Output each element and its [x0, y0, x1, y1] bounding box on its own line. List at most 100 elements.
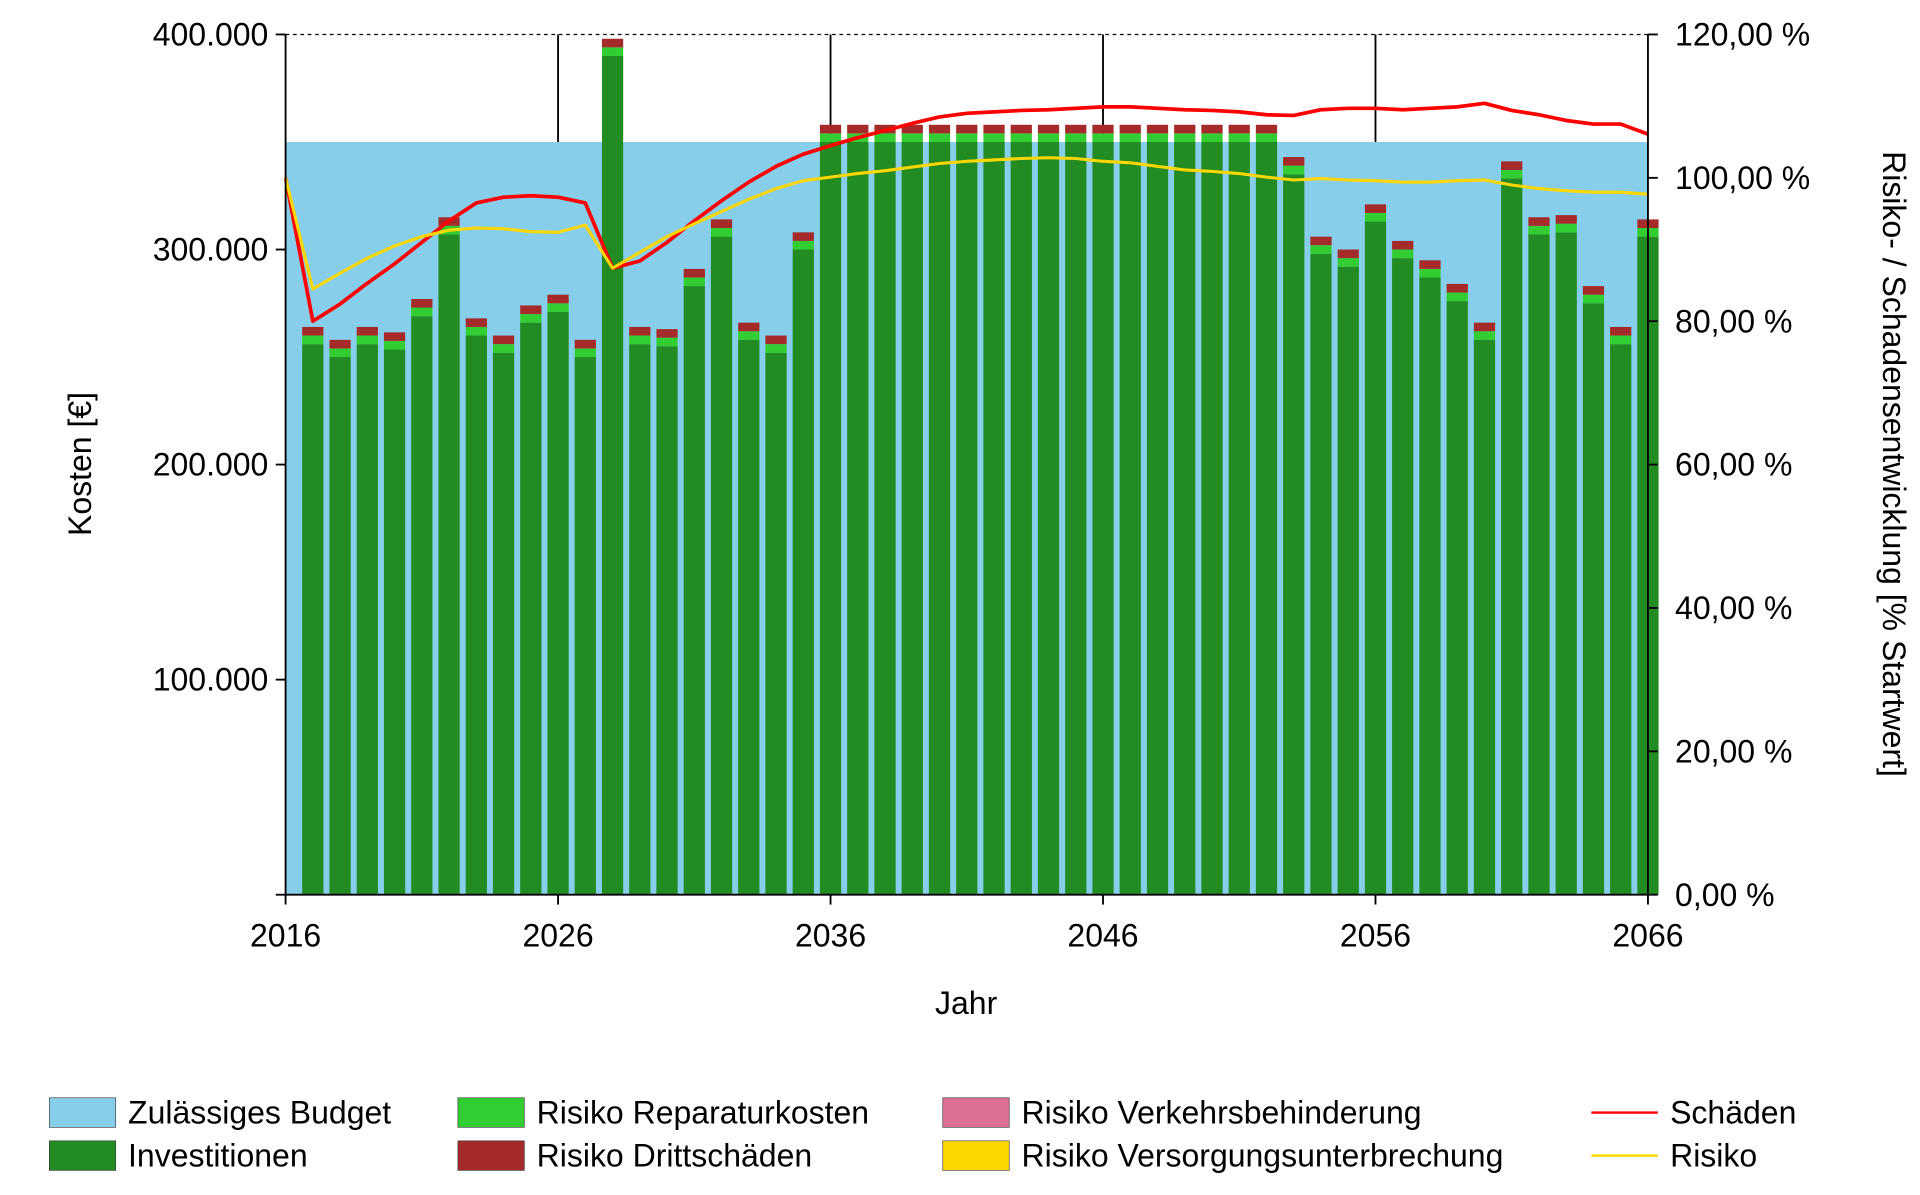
bar-investitionen	[1065, 141, 1087, 895]
bar-dritt	[656, 329, 678, 338]
bar-investitionen	[765, 352, 787, 895]
legend-swatch-dritt	[457, 1140, 525, 1171]
legend-label-budget: Zulässiges Budget	[128, 1095, 391, 1131]
bar-investitionen	[1119, 141, 1141, 895]
bar-reparatur	[329, 348, 351, 358]
bar-investitionen	[874, 141, 896, 895]
bar-dritt	[329, 339, 351, 349]
bar-dritt	[1201, 124, 1223, 134]
bar-dritt	[1528, 217, 1550, 226]
legend-swatch-reparatur	[457, 1097, 525, 1128]
y2-axis-label: Risiko- / Schadensentwicklung [% Startwe…	[1876, 151, 1912, 777]
bar-reparatur	[629, 335, 651, 345]
bar-reparatur	[1037, 133, 1060, 142]
bar-investitionen	[547, 311, 569, 895]
bar-investitionen	[928, 141, 951, 895]
bar-reparatur	[1501, 169, 1523, 179]
bar-dritt	[1174, 124, 1196, 134]
bar-investitionen	[465, 335, 487, 895]
bar-reparatur	[710, 228, 733, 237]
bar-reparatur	[1610, 335, 1632, 345]
bar-reparatur	[465, 326, 487, 336]
bar-dritt	[547, 294, 569, 304]
bar-investitionen	[901, 141, 923, 895]
bar-reparatur	[656, 337, 678, 347]
bar-dritt	[683, 268, 705, 278]
bar-investitionen	[1092, 141, 1114, 895]
bar-dritt	[601, 38, 624, 48]
bar-investitionen	[710, 236, 733, 895]
bar-investitionen	[1010, 141, 1032, 895]
bar-investitionen	[438, 234, 460, 895]
bar-reparatur	[928, 133, 951, 142]
bar-dritt	[1010, 124, 1032, 134]
bar-investitionen	[1610, 344, 1632, 895]
bar-reparatur	[738, 331, 760, 340]
bar-investitionen	[983, 141, 1005, 895]
bar-dritt	[356, 326, 378, 336]
bar-investitionen	[1555, 232, 1577, 895]
bar-reparatur	[1555, 223, 1577, 233]
bar-dritt	[1392, 240, 1414, 250]
bar-reparatur	[819, 133, 842, 142]
bar-reparatur	[983, 133, 1005, 142]
bar-dritt	[411, 298, 433, 308]
bar-investitionen	[383, 349, 406, 895]
bar-dritt	[710, 219, 733, 229]
y2-tick-label: 60,00 %	[1675, 447, 1792, 483]
bar-dritt	[1255, 124, 1278, 134]
legend-swatch-versorgung	[942, 1140, 1010, 1171]
bar-reparatur	[547, 303, 569, 312]
bar-investitionen	[1419, 277, 1441, 895]
x-tick-label: 2066	[1612, 917, 1683, 953]
bar-dritt	[1228, 124, 1250, 134]
bar-dritt	[819, 124, 842, 134]
bar-investitionen	[1037, 141, 1060, 895]
bar-reparatur	[1310, 245, 1332, 254]
legend-label-schaeden: Schäden	[1670, 1095, 1796, 1131]
bar-dritt	[1092, 124, 1114, 134]
bar-investitionen	[1283, 174, 1305, 895]
bar-reparatur	[1174, 133, 1196, 142]
bar-reparatur	[302, 335, 324, 345]
bar-dritt	[1473, 322, 1496, 332]
bar-investitionen	[1501, 178, 1523, 895]
bar-investitionen	[1473, 339, 1496, 895]
bar-reparatur	[1392, 249, 1414, 259]
bar-reparatur	[1283, 165, 1305, 175]
legend-label-dritt: Risiko Drittschäden	[537, 1138, 813, 1174]
bar-dritt	[956, 124, 978, 134]
bar-reparatur	[383, 340, 406, 350]
bar-reparatur	[1255, 133, 1278, 142]
bar-investitionen	[520, 322, 542, 895]
bar-investitionen	[1174, 141, 1196, 895]
bar-reparatur	[1364, 212, 1387, 222]
bar-dritt	[1419, 260, 1441, 269]
bar-investitionen	[302, 344, 324, 895]
bar-dritt	[1555, 215, 1577, 224]
bar-reparatur	[574, 348, 596, 358]
bar-investitionen	[574, 357, 596, 895]
bar-investitionen	[819, 141, 842, 895]
bar-reparatur	[792, 240, 814, 250]
bar-dritt	[1501, 161, 1523, 170]
bar-dritt	[1310, 236, 1332, 246]
bar-dritt	[520, 305, 542, 315]
bar-investitionen	[1228, 141, 1250, 895]
bar-reparatur	[356, 335, 378, 345]
bar-dritt	[1119, 124, 1141, 134]
y-tick-label: 200.000	[153, 447, 269, 483]
x-axis-label: Jahr	[935, 985, 998, 1021]
bar-reparatur	[1528, 225, 1550, 235]
bar-dritt	[1610, 326, 1632, 336]
bar-dritt	[983, 124, 1005, 134]
bar-investitionen	[956, 141, 978, 895]
y2-tick-label: 40,00 %	[1675, 590, 1792, 626]
bar-reparatur	[1201, 133, 1223, 142]
bar-reparatur	[874, 133, 896, 142]
y2-tick-label: 0,00 %	[1675, 877, 1775, 913]
bar-investitionen	[792, 249, 814, 895]
bar-dritt	[629, 326, 651, 336]
bar-investitionen	[329, 357, 351, 895]
